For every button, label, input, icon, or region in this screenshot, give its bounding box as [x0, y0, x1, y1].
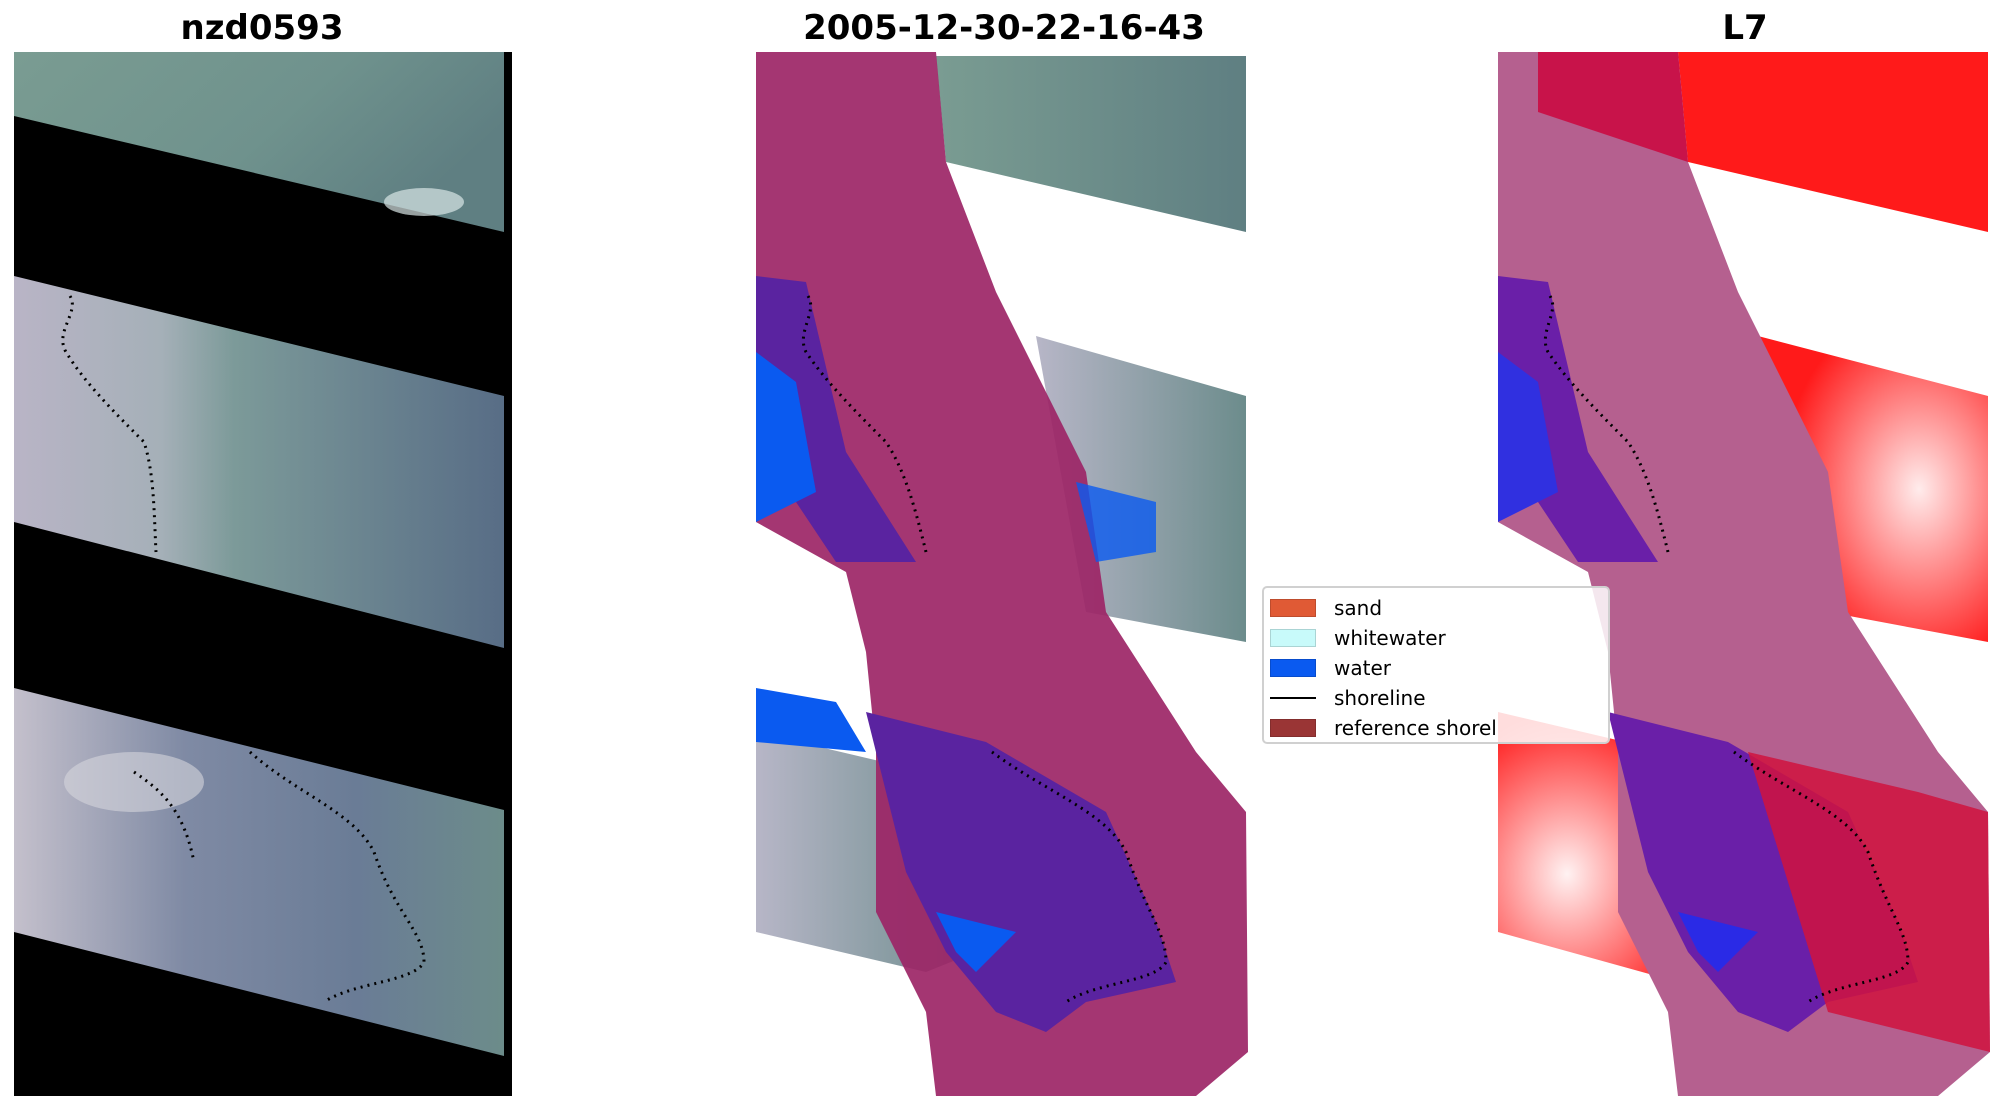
- legend-item-sand: sand: [1270, 596, 1382, 620]
- left-panel-title: nzd0593: [180, 8, 344, 48]
- ratio-strip-top: [1678, 52, 1988, 232]
- ratio-strip-middle: [1758, 336, 1988, 642]
- image-strip-1: [14, 52, 504, 232]
- blue-region-upper: [1498, 352, 1558, 522]
- water-swatch: [1270, 659, 1316, 677]
- middle-panel-title: 2005-12-30-22-16-43: [803, 8, 1205, 48]
- classification-panel: [756, 52, 1248, 1096]
- purple-class-lower: [866, 712, 1176, 1032]
- red-region-lower: [1748, 752, 1990, 1052]
- water-class-mid: [936, 912, 1016, 972]
- sand-swatch: [1270, 599, 1316, 617]
- shoreline-upper: [61, 295, 158, 553]
- shoreline-lower: [248, 750, 426, 1004]
- red-region-top-left: [1538, 52, 1688, 162]
- magenta-class-region: [756, 52, 1248, 1096]
- index-map-panel: [1498, 52, 1990, 1096]
- rgb-strip-top: [936, 56, 1246, 232]
- blue-region-lower: [1678, 912, 1758, 972]
- shoreline-upper: [1543, 295, 1670, 553]
- legend-label-sand: sand: [1334, 596, 1383, 620]
- legend-label-shoreline: shoreline: [1334, 686, 1426, 710]
- legend-item-reference-shoreline: reference shorel: [1270, 716, 1497, 740]
- shoreline-line-sample: [1270, 697, 1316, 699]
- water-class-lower: [756, 688, 866, 752]
- image-strip-2: [14, 276, 504, 648]
- whitewater-swatch: [1270, 629, 1316, 647]
- legend: sand whitewater water shoreline referenc…: [1262, 586, 1610, 744]
- shoreline-inner: [133, 770, 196, 863]
- legend-item-shoreline: shoreline: [1270, 686, 1426, 710]
- legend-label-water: water: [1334, 656, 1391, 680]
- water-class-patch: [1076, 482, 1156, 562]
- water-class-upper: [756, 352, 816, 522]
- legend-label-reference-shoreline: reference shorel: [1334, 716, 1497, 740]
- legend-item-whitewater: whitewater: [1270, 626, 1446, 650]
- right-panel-title: L7: [1722, 8, 1768, 48]
- legend-label-whitewater: whitewater: [1334, 626, 1446, 650]
- rgb-image-panel: [14, 52, 512, 1096]
- shoreline-upper: [801, 295, 928, 553]
- reference-shoreline-swatch: [1270, 719, 1316, 737]
- legend-item-water: water: [1270, 656, 1391, 680]
